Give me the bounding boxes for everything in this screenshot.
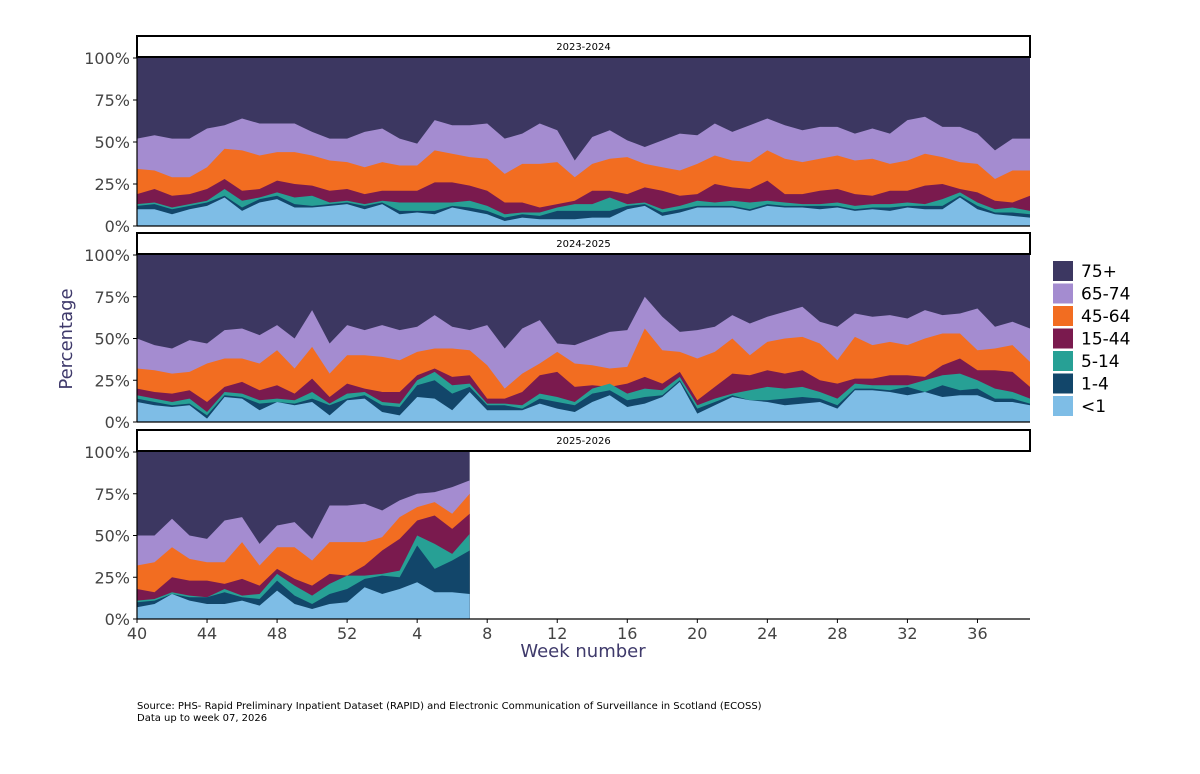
- legend-swatch-15-44: [1053, 328, 1073, 349]
- x-tick-label: 28: [827, 624, 847, 643]
- facet-panels: 2023-2024 0% 25% 50% 75% 100% 2024-2025 0% 25% 50…: [84, 35, 1031, 629]
- legend-swatch-1-4: [1053, 373, 1073, 394]
- x-tick-label: 20: [687, 624, 707, 643]
- strip-header: [136, 429, 1031, 452]
- legend-swatch-45-64: [1053, 306, 1073, 326]
- y-tick-label: 50%: [94, 133, 130, 152]
- x-tick-label: 40: [127, 624, 147, 643]
- x-tick-label: 4: [412, 624, 422, 643]
- x-tick-label: 52: [337, 624, 357, 643]
- legend-label: <1: [1081, 397, 1106, 417]
- y-tick-label: 0%: [105, 413, 130, 432]
- y-tick-label: 100%: [84, 246, 130, 265]
- y-tick-label: 75%: [94, 485, 130, 504]
- strip-label: 2023-2024: [556, 42, 611, 53]
- y-tick-label: 25%: [94, 568, 130, 587]
- legend-swatch-65-74: [1053, 283, 1073, 304]
- strip-header: [136, 35, 1031, 58]
- panel-2024-2025: 2024-2025 0% 25% 50% 75% 100%: [84, 232, 1031, 432]
- legend-label: 1-4: [1081, 375, 1109, 395]
- y-axis-title: Percentage: [56, 288, 77, 389]
- y-tick-label: 75%: [94, 91, 130, 110]
- y-tick-label: 25%: [94, 175, 130, 194]
- legend-label: 5-14: [1081, 352, 1120, 372]
- area-lt1: [137, 197, 1030, 226]
- y-tick-label: 75%: [94, 288, 130, 307]
- x-tick-label: 12: [547, 624, 567, 643]
- strip-label: 2024-2025: [556, 239, 611, 250]
- x-tick-label: 8: [482, 624, 492, 643]
- y-tick-label: 0%: [105, 610, 130, 629]
- y-tick-label: 50%: [94, 527, 130, 546]
- y-tick-label: 25%: [94, 371, 130, 390]
- area-lt1: [137, 582, 470, 619]
- x-tick-label: 16: [617, 624, 637, 643]
- x-tick-label: 36: [967, 624, 987, 643]
- x-tick-label: 44: [197, 624, 217, 643]
- legend-swatch-5-14: [1053, 351, 1073, 371]
- area-lt1: [137, 381, 1030, 422]
- x-axis: 40 44 48 52 4 8 12 16 20 24 28 32 36: [127, 619, 988, 643]
- x-tick-label: 32: [897, 624, 917, 643]
- x-tick-label: 24: [757, 624, 777, 643]
- source-note: Source: PHS- Rapid Preliminary Inpatient…: [137, 701, 762, 724]
- strip-label: 2025-2026: [556, 436, 611, 447]
- legend-label: 45-64: [1081, 307, 1130, 327]
- y-tick-label: 0%: [105, 217, 130, 236]
- legend-label: 75+: [1081, 262, 1117, 282]
- legend-swatch-lt1: [1053, 396, 1073, 416]
- legend-swatch-75+: [1053, 261, 1073, 281]
- panel-2025-2026: 2025-2026 0% 25% 50% 75% 100%: [84, 429, 1031, 629]
- legend-label: 15-44: [1081, 330, 1130, 350]
- y-tick-label: 100%: [84, 443, 130, 462]
- strip-header: [136, 232, 1031, 255]
- y-tick-label: 50%: [94, 330, 130, 349]
- y-tick-label: 100%: [84, 49, 130, 68]
- x-axis-title: Week number: [520, 641, 646, 662]
- panel-2023-2024: 2023-2024 0% 25% 50% 75% 100%: [84, 35, 1031, 236]
- x-tick-label: 48: [267, 624, 287, 643]
- legend-label: 65-74: [1081, 285, 1130, 305]
